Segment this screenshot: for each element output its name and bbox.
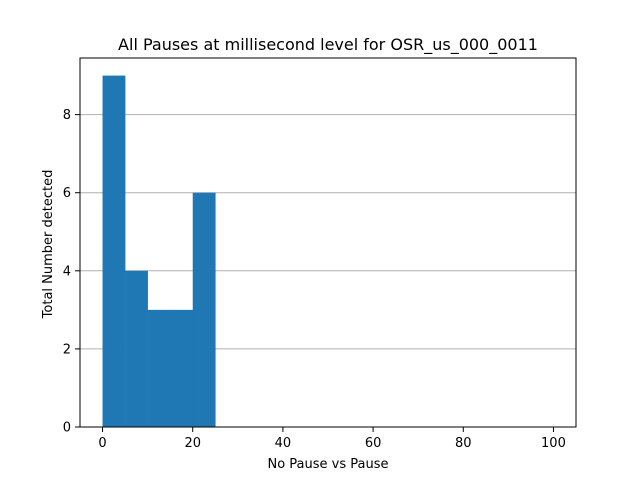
- axis-layer: [79, 57, 577, 428]
- y-tick-label-8: 8: [63, 108, 71, 123]
- y-axis-label: Total Number detected: [41, 170, 56, 320]
- y-tick-label-2: 2: [63, 342, 71, 357]
- chart-title: All Pauses at millisecond level for OSR_…: [118, 35, 538, 55]
- histogram-bar-2: [147, 309, 171, 427]
- histogram-bar-3: [170, 309, 194, 427]
- plot-frame: [79, 57, 577, 428]
- x-axis-label: No Pause vs Pause: [267, 457, 388, 472]
- y-tick-label-4: 4: [63, 264, 71, 279]
- x-tick-label-0: 0: [98, 436, 106, 451]
- y-tick-label-0: 0: [63, 421, 71, 436]
- histogram-bar-4: [192, 192, 216, 427]
- x-tick-label-20: 20: [184, 436, 201, 451]
- tick-layer: 0 20 40 60 80 100 0 2 4 6 8: [63, 108, 566, 451]
- x-tick-label-100: 100: [541, 436, 566, 451]
- x-tick-label-80: 80: [455, 436, 472, 451]
- histogram-bar-1: [125, 270, 148, 427]
- y-tick-label-6: 6: [63, 186, 71, 201]
- histogram-bar-0: [102, 75, 126, 428]
- x-tick-label-60: 60: [365, 436, 382, 451]
- x-tick-label-40: 40: [275, 436, 292, 451]
- bar-layer: [102, 75, 216, 428]
